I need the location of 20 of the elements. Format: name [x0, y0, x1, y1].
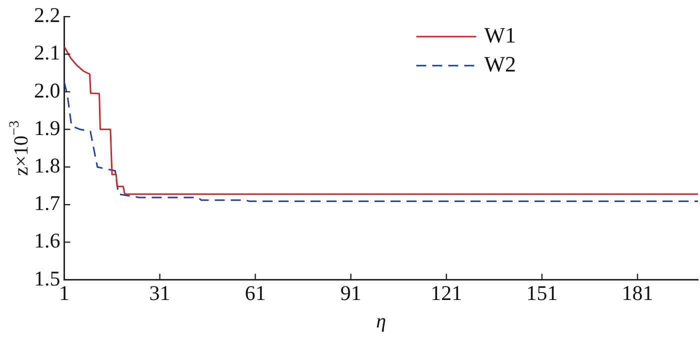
x-axis-title: η	[376, 310, 386, 332]
y-tick-label: 1.6	[34, 228, 60, 253]
y-tick-label: 1.7	[34, 191, 60, 216]
x-tick-label: 91	[340, 280, 362, 305]
y-tick-label: 2.0	[34, 78, 60, 102]
y-tick-label: 2.1	[34, 40, 60, 65]
x-tick-label: 121	[430, 280, 462, 305]
y-tick-label: 1.5	[34, 266, 60, 290]
y-axis-title: z×10−3	[8, 120, 32, 176]
y-tick-label: 1.8	[34, 154, 60, 178]
y-tick-label: 2.2	[34, 3, 60, 28]
line-series	[64, 81, 698, 202]
legend-label: W2	[484, 51, 516, 76]
x-tick-label: 151	[526, 280, 558, 305]
x-tick-label: 181	[622, 280, 654, 305]
y-tick-label: 1.9	[34, 116, 60, 140]
legend-label: W1	[484, 22, 516, 48]
x-tick-label: 61	[244, 280, 266, 305]
x-tick-label: 31	[149, 280, 170, 305]
x-tick-label: 1	[59, 280, 70, 305]
